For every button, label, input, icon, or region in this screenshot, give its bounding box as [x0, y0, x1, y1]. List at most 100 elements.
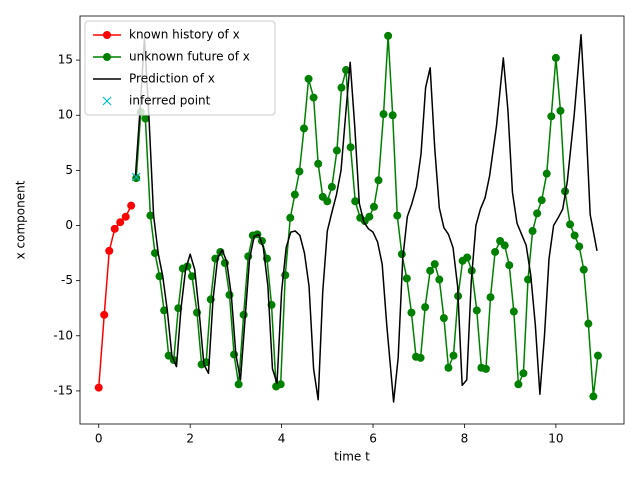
point — [116, 218, 125, 227]
point — [295, 167, 304, 176]
axes-frame — [79, 15, 625, 425]
y-axis-label: x component — [14, 180, 28, 259]
point — [100, 310, 109, 319]
point — [584, 319, 593, 328]
point — [141, 114, 150, 123]
point — [121, 212, 130, 221]
point — [524, 275, 532, 284]
point — [300, 124, 308, 133]
point — [365, 212, 374, 221]
point — [127, 201, 136, 210]
point — [155, 272, 164, 281]
point — [486, 293, 495, 302]
point — [491, 247, 500, 256]
x-tick-label: 8 — [461, 432, 469, 446]
point — [379, 110, 388, 119]
point — [575, 242, 584, 251]
point — [505, 261, 514, 270]
x-tick-label: 0 — [95, 432, 103, 446]
point — [407, 308, 416, 317]
legend-box — [84, 20, 276, 116]
y-tick-label: 5 — [65, 163, 73, 177]
point — [402, 274, 411, 283]
point — [327, 182, 336, 191]
point — [110, 224, 119, 233]
y-tick-label: 10 — [58, 108, 73, 122]
point — [528, 227, 537, 236]
legend-label: unknown future of x — [129, 50, 250, 64]
point — [309, 93, 318, 102]
point — [346, 143, 355, 152]
point — [449, 351, 458, 360]
point — [239, 310, 248, 319]
point — [430, 260, 439, 269]
point — [463, 253, 472, 262]
legend-label: inferred point — [129, 94, 211, 108]
series-line — [134, 34, 598, 403]
y-tick-label: 15 — [58, 53, 73, 67]
point — [566, 220, 575, 229]
point — [286, 213, 295, 222]
point — [351, 197, 360, 206]
x-axis-label: time t — [334, 450, 370, 464]
point — [472, 306, 481, 315]
point — [500, 241, 509, 250]
point — [304, 74, 313, 83]
point — [416, 353, 425, 362]
point — [547, 112, 556, 121]
legend-label: Prediction of x — [129, 72, 215, 86]
y-tick-label: 0 — [65, 218, 73, 232]
point — [342, 66, 351, 75]
point — [589, 392, 598, 401]
point — [146, 211, 155, 220]
point — [435, 275, 444, 284]
plot-area — [94, 31, 602, 403]
point — [160, 306, 169, 315]
x-tick-label: 10 — [548, 432, 563, 446]
point — [188, 272, 196, 281]
point — [533, 209, 542, 218]
point — [105, 246, 114, 255]
point — [314, 159, 323, 168]
point — [542, 169, 551, 178]
point — [384, 31, 393, 40]
point — [397, 250, 406, 259]
point — [131, 172, 141, 182]
legend-label: known history of x — [129, 28, 240, 42]
point — [337, 83, 346, 92]
point — [94, 383, 103, 392]
point — [426, 266, 435, 275]
x-tick-label: 6 — [369, 432, 377, 446]
point — [388, 111, 397, 120]
series-line — [97, 205, 132, 388]
y-tick-label: -15 — [53, 383, 73, 397]
point — [369, 202, 378, 211]
point — [444, 363, 453, 372]
legend-marker — [103, 53, 111, 61]
point — [323, 197, 332, 206]
y-tick-label: -5 — [61, 273, 73, 287]
point — [579, 265, 588, 274]
point — [132, 174, 141, 183]
point — [234, 380, 243, 389]
y-tick-label: -10 — [53, 328, 73, 342]
legend-marker — [103, 31, 111, 39]
point — [150, 249, 159, 258]
point — [225, 290, 234, 299]
point — [593, 351, 602, 360]
point — [551, 53, 560, 62]
point — [514, 380, 523, 389]
point — [537, 196, 546, 205]
point — [481, 364, 490, 373]
point — [509, 307, 518, 316]
point — [393, 211, 402, 220]
x-tick-label: 4 — [278, 432, 286, 446]
point — [276, 380, 285, 389]
point — [570, 231, 579, 240]
point — [519, 369, 528, 378]
point — [439, 314, 448, 323]
point — [421, 303, 430, 312]
point — [556, 106, 565, 115]
